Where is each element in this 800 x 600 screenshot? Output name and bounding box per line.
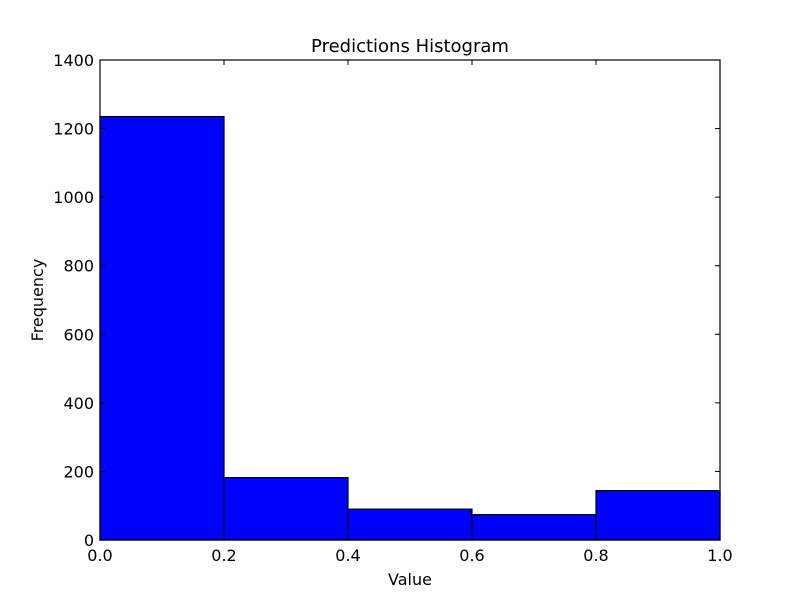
histogram-bar-1 bbox=[223, 477, 349, 541]
histogram-bar-0 bbox=[99, 115, 225, 541]
ticks-group: 0.0 0.2 0.4 0.6 0.8 1.0 0 200 400 600 800 1000 1200 1… bbox=[53, 51, 732, 565]
x-tick-label-0: 0.0 bbox=[87, 546, 112, 565]
x-tick-label-1: 0.2 bbox=[211, 546, 236, 565]
x-tick-label-4: 0.8 bbox=[583, 546, 608, 565]
plot-frame bbox=[99, 59, 721, 541]
y-tick-label-1: 200 bbox=[63, 462, 94, 481]
x-axis-label: Value bbox=[388, 570, 432, 589]
bars-group bbox=[99, 115, 721, 541]
y-tick-label-6: 1200 bbox=[53, 120, 94, 139]
y-tick-label-7: 1400 bbox=[53, 51, 94, 70]
histogram-bar-2 bbox=[347, 508, 473, 541]
chart-title: Predictions Histogram bbox=[311, 36, 509, 57]
y-tick-label-5: 1000 bbox=[53, 188, 94, 207]
histogram-bar-3 bbox=[471, 514, 597, 541]
y-axis-label: Frequency bbox=[28, 259, 47, 342]
x-tick-label-3: 0.6 bbox=[459, 546, 484, 565]
y-tick-label-0: 0 bbox=[84, 531, 94, 550]
x-tick-label-5: 1.0 bbox=[707, 546, 732, 565]
x-tick-label-2: 0.4 bbox=[335, 546, 360, 565]
y-tick-label-4: 800 bbox=[63, 257, 94, 276]
y-tick-label-3: 600 bbox=[63, 325, 94, 344]
histogram-bar-4 bbox=[595, 490, 721, 541]
y-tick-label-2: 400 bbox=[63, 394, 94, 413]
